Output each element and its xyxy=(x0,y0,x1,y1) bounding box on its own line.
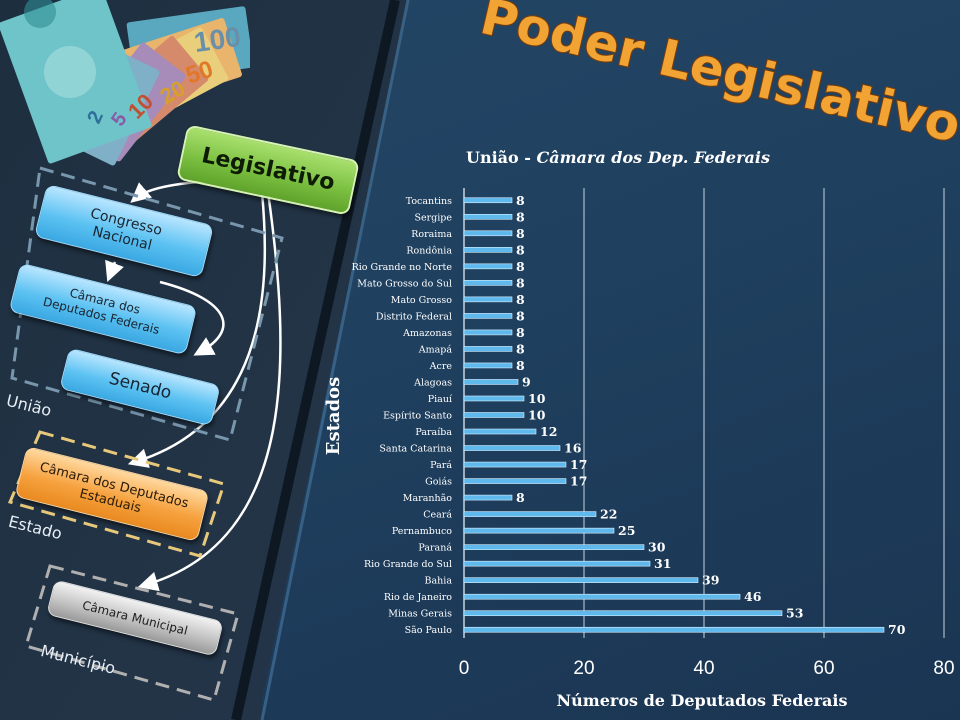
category-label: Espírito Santo xyxy=(383,411,452,422)
chart-title-prefix: União - xyxy=(466,148,537,167)
bar xyxy=(463,362,513,369)
x-tick-label: 60 xyxy=(813,658,834,679)
bar xyxy=(463,626,885,633)
value-label: 10 xyxy=(528,408,546,423)
value-label: 53 xyxy=(786,606,803,621)
bar xyxy=(463,412,525,418)
category-label: Paraná xyxy=(418,543,452,554)
value-label: 8 xyxy=(516,358,525,373)
bar xyxy=(463,610,783,617)
bar xyxy=(463,313,513,319)
value-label: 22 xyxy=(600,507,617,522)
bar xyxy=(463,346,513,352)
category-label: Goiás xyxy=(425,477,452,488)
y-axis-label: Estados xyxy=(323,377,344,456)
value-label: 12 xyxy=(540,424,557,439)
bar xyxy=(463,197,513,204)
value-label: 8 xyxy=(516,209,525,224)
category-label: Rio Grande no Norte xyxy=(352,262,453,273)
category-label: Acre xyxy=(429,361,453,372)
category-label: Amapá xyxy=(418,344,453,355)
x-axis-label: Números de Deputados Federais xyxy=(557,691,848,710)
bar xyxy=(463,213,513,220)
page-title: Poder Legislativo xyxy=(474,0,960,155)
bar xyxy=(463,461,567,468)
value-label: 8 xyxy=(516,259,525,274)
bar xyxy=(463,247,513,253)
x-tick-label: 20 xyxy=(573,658,594,679)
category-label: Sergipe xyxy=(415,212,453,223)
bar xyxy=(463,560,651,567)
value-label: 31 xyxy=(654,556,671,571)
bar xyxy=(463,478,567,484)
value-label: 25 xyxy=(618,523,635,538)
category-label: Rio Grande do Sul xyxy=(364,559,452,570)
value-label: 8 xyxy=(516,242,525,257)
value-label: 17 xyxy=(570,474,587,489)
category-label: São Paulo xyxy=(405,625,453,636)
value-label: 8 xyxy=(516,226,525,241)
value-label: 39 xyxy=(702,573,719,588)
bar xyxy=(463,395,525,402)
value-label: 9 xyxy=(522,374,531,389)
category-label: Piauí xyxy=(428,394,453,405)
value-label: 17 xyxy=(570,457,587,472)
value-label: 8 xyxy=(516,193,525,208)
category-label: Tocantins xyxy=(406,196,452,207)
category-label: Roraima xyxy=(411,229,452,240)
value-label: 30 xyxy=(648,540,666,555)
bar xyxy=(463,577,699,583)
x-tick-label: 0 xyxy=(459,658,470,679)
category-label: Distrito Federal xyxy=(376,311,452,322)
value-label: 8 xyxy=(516,292,525,307)
category-label: Mato Grosso xyxy=(391,295,453,306)
value-label: 8 xyxy=(516,275,525,290)
category-label: Ceará xyxy=(423,510,452,521)
value-label: 8 xyxy=(516,325,525,340)
chart-title: União - Câmara dos Dep. Federais xyxy=(466,148,770,167)
bar xyxy=(463,544,645,550)
category-label: Paraíba xyxy=(415,427,452,438)
bar xyxy=(463,379,519,385)
bar xyxy=(463,280,513,286)
bar xyxy=(463,296,513,303)
value-label: 16 xyxy=(564,441,582,456)
category-label: Amazonas xyxy=(402,328,452,339)
category-label: Pará xyxy=(430,460,452,471)
value-label: 46 xyxy=(744,589,762,604)
bar xyxy=(463,230,513,237)
value-label: 70 xyxy=(888,622,906,637)
category-label: Alagoas xyxy=(413,377,452,388)
bar xyxy=(463,511,597,517)
x-tick-label: 80 xyxy=(933,658,954,679)
category-label: Bahia xyxy=(425,576,453,587)
category-label: Rondônia xyxy=(406,245,452,256)
bar xyxy=(463,527,615,534)
category-label: Maranhão xyxy=(403,493,452,504)
bar xyxy=(463,494,513,501)
category-label: Mato Grosso do Sul xyxy=(357,278,452,289)
value-label: 8 xyxy=(516,490,525,505)
bar xyxy=(463,428,537,435)
value-label: 10 xyxy=(528,391,546,406)
bar xyxy=(463,329,513,336)
value-label: 8 xyxy=(516,341,525,356)
category-label: Minas Gerais xyxy=(388,609,452,620)
chart-title-italic: Câmara dos Dep. Federais xyxy=(536,148,770,167)
category-label: Rio de Janeiro xyxy=(384,592,452,603)
category-label: Pernambuco xyxy=(392,526,452,537)
bar xyxy=(463,445,561,451)
x-tick-label: 40 xyxy=(693,658,714,679)
value-label: 8 xyxy=(516,308,525,323)
bar xyxy=(463,263,513,270)
bar xyxy=(463,593,741,600)
note-100: 100 xyxy=(192,21,243,58)
banknotes-image: 100 50 20 10 5 2 xyxy=(0,0,250,166)
category-label: Santa Catarina xyxy=(379,444,452,455)
